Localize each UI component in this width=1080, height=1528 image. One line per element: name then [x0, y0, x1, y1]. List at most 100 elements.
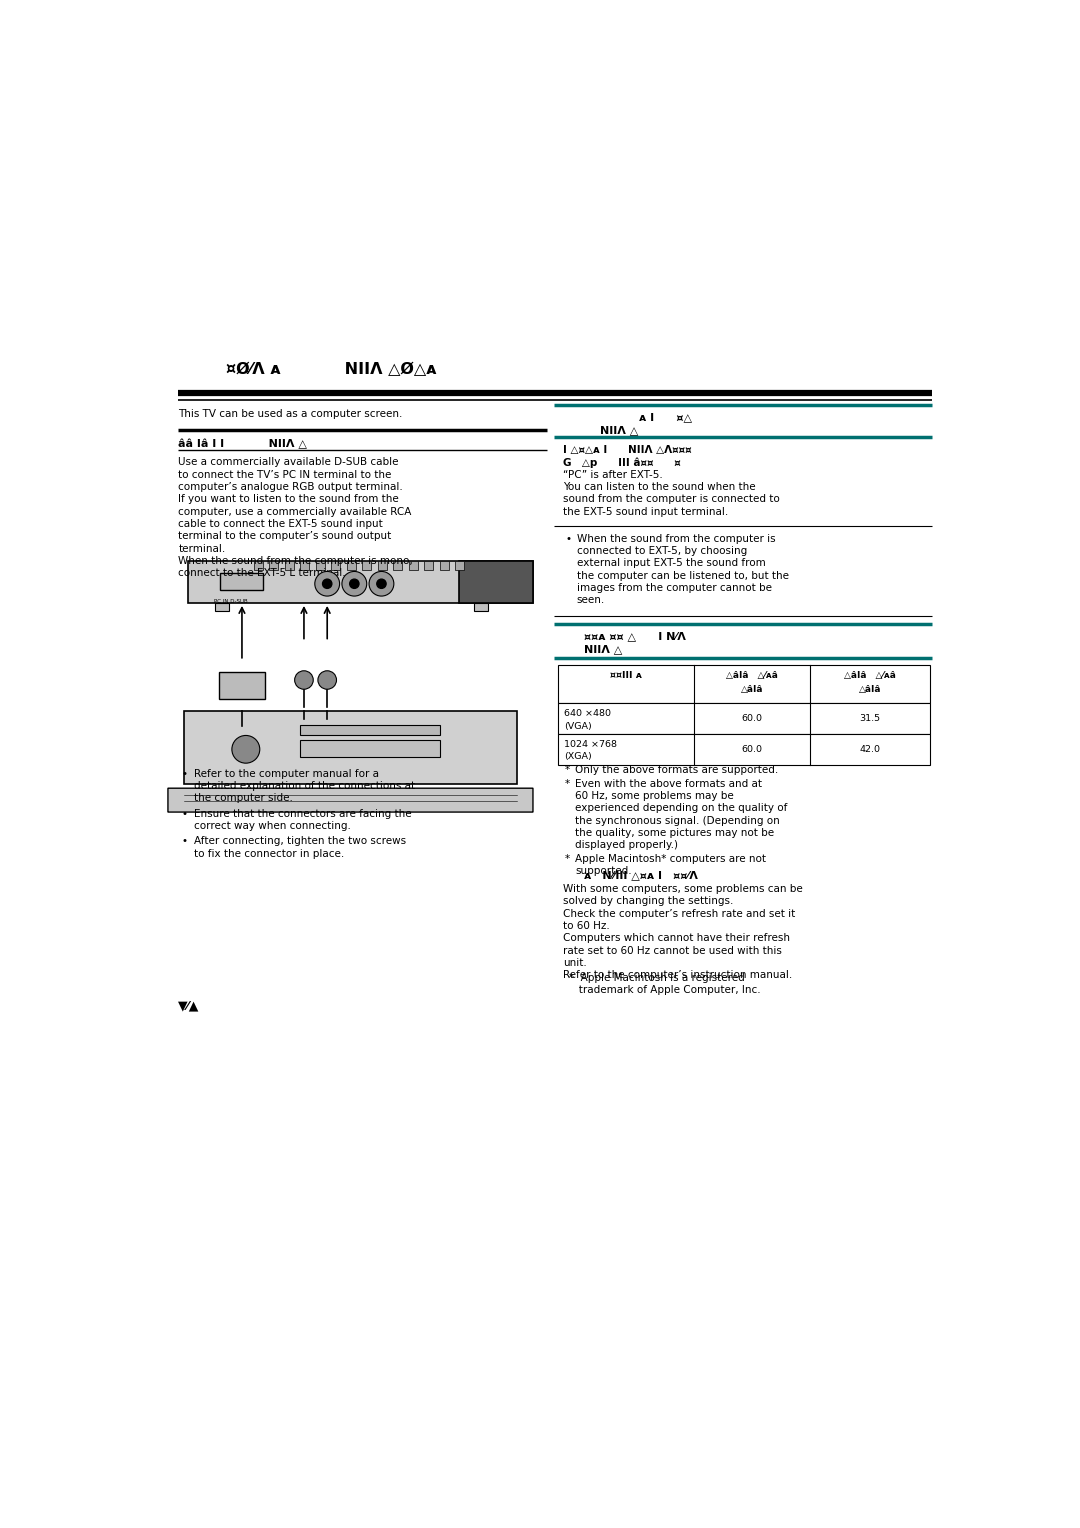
Text: ▼⁄▲: ▼⁄▲ [178, 999, 200, 1013]
Text: external input EXT-5 the sound from: external input EXT-5 the sound from [577, 558, 766, 568]
Text: to 60 Hz.: to 60 Hz. [563, 921, 609, 931]
Bar [347, 561, 356, 570]
Bar [215, 604, 229, 611]
Text: •: • [181, 769, 188, 779]
Text: •: • [566, 533, 572, 544]
Text: ΝIIΛ △: ΝIIΛ △ [600, 425, 638, 435]
Bar [300, 561, 309, 570]
Text: Only the above formats are supported.: Only the above formats are supported. [576, 764, 779, 775]
Bar [378, 561, 387, 570]
Text: ¤¤III ᴀ: ¤¤III ᴀ [610, 671, 642, 680]
Circle shape [377, 579, 387, 588]
Text: 60.0: 60.0 [741, 744, 762, 753]
Text: Refer to the computer manual for a: Refer to the computer manual for a [194, 769, 379, 779]
Text: PC IN D-SUB: PC IN D-SUB [214, 599, 247, 604]
Bar [315, 561, 325, 570]
Text: seen.: seen. [577, 596, 605, 605]
Text: “PC” is after EXT-5.: “PC” is after EXT-5. [563, 469, 662, 480]
Text: experienced depending on the quality of: experienced depending on the quality of [576, 804, 787, 813]
Bar [474, 604, 488, 611]
Text: solved by changing the settings.: solved by changing the settings. [563, 897, 733, 906]
Text: images from the computer cannot be: images from the computer cannot be [577, 584, 772, 593]
Text: △âIâ △⁄ᴀâ: △âIâ △⁄ᴀâ [726, 671, 778, 680]
Text: (XGA): (XGA) [565, 752, 592, 761]
Text: 42.0: 42.0 [860, 744, 880, 753]
Text: unit.: unit. [563, 958, 586, 967]
Text: ᴀ I  ¤△: ᴀ I ¤△ [638, 413, 692, 422]
Text: This TV can be used as a computer screen.: This TV can be used as a computer screen… [178, 410, 403, 419]
Circle shape [318, 671, 337, 689]
Text: *  Apple Macintosh is a registered: * Apple Macintosh is a registered [569, 973, 745, 983]
Bar [440, 561, 449, 570]
Text: *: * [565, 779, 569, 788]
Bar [393, 561, 403, 570]
Text: With some computers, some problems can be: With some computers, some problems can b… [563, 885, 802, 894]
Text: correct way when connecting.: correct way when connecting. [194, 821, 351, 831]
Text: When the sound from the computer is: When the sound from the computer is [577, 533, 775, 544]
Text: Computers which cannot have their refresh: Computers which cannot have their refres… [563, 934, 789, 943]
Bar [558, 733, 930, 764]
Circle shape [232, 735, 260, 762]
Text: terminal to the computer’s sound output: terminal to the computer’s sound output [178, 532, 392, 541]
Bar [284, 561, 294, 570]
Bar [188, 561, 532, 604]
Text: rate set to 60 Hz cannot be used with this: rate set to 60 Hz cannot be used with th… [563, 946, 782, 955]
Text: G △p  III â¤¤  ¤: G △p III â¤¤ ¤ [563, 457, 680, 468]
Text: detailed explanation of the connections at: detailed explanation of the connections … [194, 781, 415, 792]
Bar [269, 561, 279, 570]
Bar [558, 703, 930, 733]
Text: *: * [565, 764, 569, 775]
Text: trademark of Apple Computer, Inc.: trademark of Apple Computer, Inc. [569, 986, 760, 995]
Text: When the sound from the computer is mono,: When the sound from the computer is mono… [178, 556, 414, 565]
Text: Apple Macintosh* computers are not: Apple Macintosh* computers are not [576, 854, 766, 863]
Circle shape [295, 671, 313, 689]
Bar [459, 561, 532, 604]
FancyBboxPatch shape [167, 788, 532, 811]
Text: terminal.: terminal. [178, 544, 226, 553]
Text: 1024 ×768: 1024 ×768 [565, 740, 618, 749]
Text: If you want to listen to the sound from the: If you want to listen to the sound from … [178, 495, 400, 504]
Bar [332, 561, 340, 570]
Text: the computer side.: the computer side. [194, 793, 293, 804]
Text: sound from the computer is connected to: sound from the computer is connected to [563, 495, 780, 504]
Bar [184, 711, 517, 784]
Text: Refer to the computer’s instruction manual.: Refer to the computer’s instruction manu… [563, 970, 792, 981]
Bar [220, 573, 262, 590]
Text: 31.5: 31.5 [860, 714, 880, 723]
Circle shape [323, 579, 332, 588]
Text: Even with the above formats and at: Even with the above formats and at [576, 779, 762, 788]
Text: Use a commercially available D-SUB cable: Use a commercially available D-SUB cable [178, 457, 399, 468]
Text: cable to connect the EXT-5 sound input: cable to connect the EXT-5 sound input [178, 520, 383, 529]
Text: •: • [181, 836, 188, 847]
Text: ΝIIΛ △: ΝIIΛ △ [584, 645, 623, 654]
Bar [218, 672, 266, 700]
Text: △âIâ: △âIâ [859, 685, 881, 694]
Text: I △¤△ᴀ I  ΝIIΛ △Λ¤¤¤: I △¤△ᴀ I ΝIIΛ △Λ¤¤¤ [563, 445, 691, 455]
Bar [408, 561, 418, 570]
Bar [455, 561, 464, 570]
Circle shape [342, 571, 367, 596]
Text: ¤Ø⁄Λ ᴀ    ΝIIΛ △Ø△ᴀ: ¤Ø⁄Λ ᴀ ΝIIΛ △Ø△ᴀ [227, 362, 437, 377]
Text: 60 Hz, some problems may be: 60 Hz, some problems may be [576, 792, 734, 801]
Text: to connect the TV’s PC IN terminal to the: to connect the TV’s PC IN terminal to th… [178, 469, 392, 480]
Text: After connecting, tighten the two screws: After connecting, tighten the two screws [194, 836, 406, 847]
Text: connect to the EXT-5 L terminal.: connect to the EXT-5 L terminal. [178, 568, 346, 579]
Text: •: • [181, 808, 188, 819]
Text: the quality, some pictures may not be: the quality, some pictures may not be [576, 828, 774, 837]
Text: 640 ×480: 640 ×480 [565, 709, 611, 718]
Circle shape [350, 579, 359, 588]
Text: computer, use a commercially available RCA: computer, use a commercially available R… [178, 507, 411, 516]
Bar [300, 740, 440, 756]
Text: the synchronous signal. (Depending on: the synchronous signal. (Depending on [576, 816, 780, 825]
Circle shape [369, 571, 394, 596]
Text: connected to EXT-5, by choosing: connected to EXT-5, by choosing [577, 545, 747, 556]
Text: the computer can be listened to, but the: the computer can be listened to, but the [577, 570, 788, 581]
Text: You can listen to the sound when the: You can listen to the sound when the [563, 483, 755, 492]
Text: supported.: supported. [576, 866, 632, 877]
Bar [254, 561, 262, 570]
Text: Check the computer’s refresh rate and set it: Check the computer’s refresh rate and se… [563, 909, 795, 918]
Text: (VGA): (VGA) [565, 721, 592, 730]
Text: Ensure that the connectors are facing the: Ensure that the connectors are facing th… [194, 808, 411, 819]
Bar [362, 561, 372, 570]
Text: △âIâ △⁄ᴀâ: △âIâ △⁄ᴀâ [845, 671, 896, 680]
